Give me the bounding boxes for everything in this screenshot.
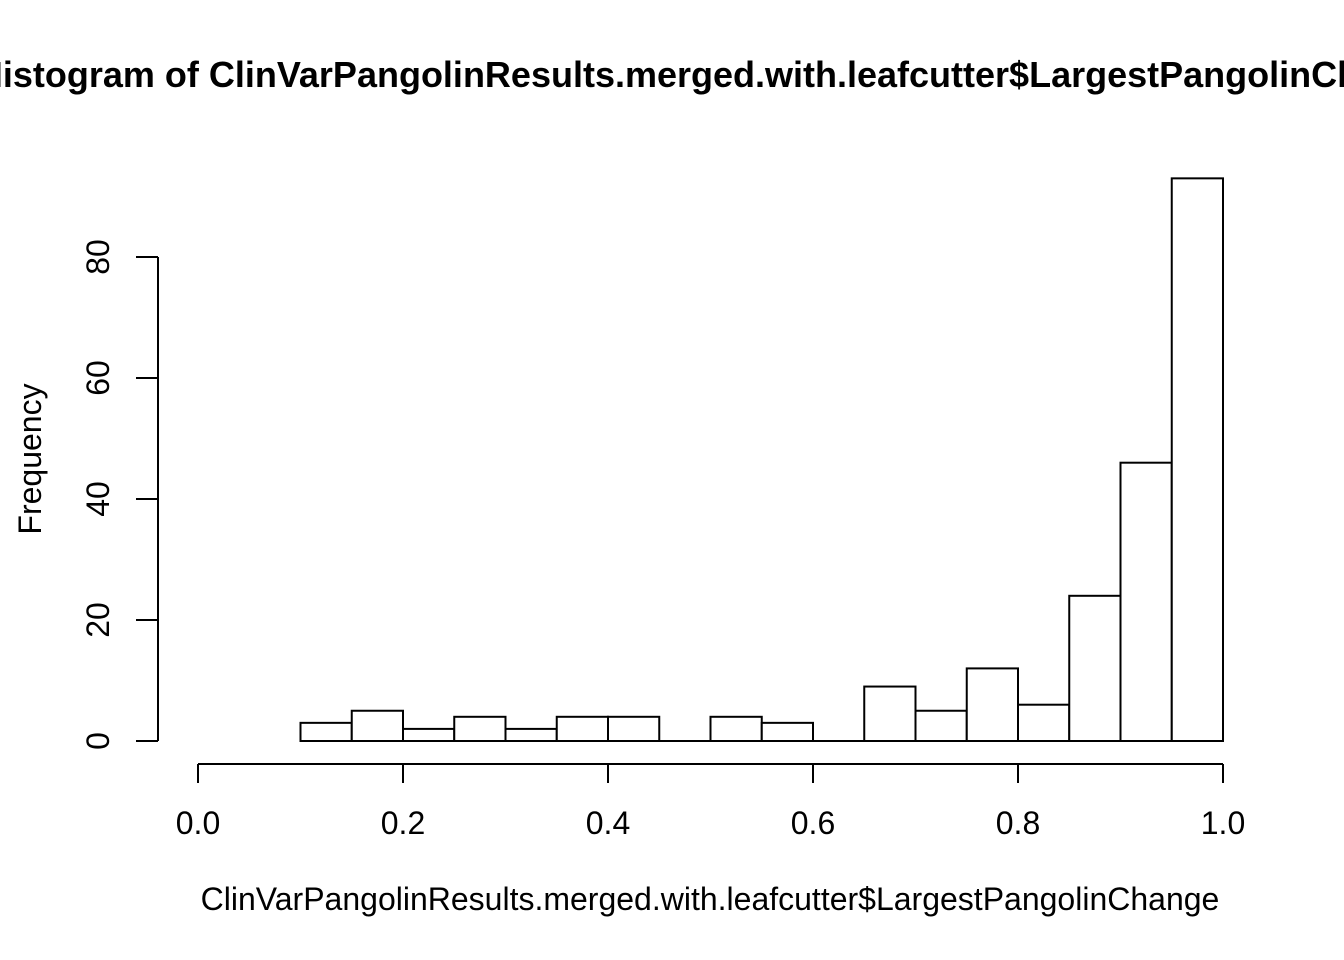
y-axis-label: Frequency: [12, 383, 48, 535]
histogram-bar: [863, 685, 917, 742]
histogram-bar: [555, 715, 609, 742]
x-axis: 0.0 0.2 0.4 0.6 0.8 1.0: [176, 763, 1245, 841]
histogram-bar: [965, 667, 1019, 743]
histogram-bar: [350, 709, 404, 742]
histogram-bar: [402, 727, 456, 743]
y-tick-label: 80: [80, 239, 116, 275]
x-tick-label: 0.4: [586, 805, 630, 841]
histogram-bars: [299, 177, 1224, 743]
x-axis-label: ClinVarPangolinResults.merged.with.leafc…: [200, 881, 1220, 917]
x-tick-label: 0.6: [791, 805, 835, 841]
y-tick-label: 0: [80, 732, 116, 750]
histogram-bar: [1017, 703, 1071, 743]
x-tick-label: 0.8: [996, 805, 1040, 841]
histogram-bar: [299, 721, 353, 742]
histogram-bar: [607, 715, 661, 742]
histogram-bar: [1068, 594, 1122, 742]
histogram-bar: [1119, 461, 1173, 742]
x-tick-label: 0.0: [176, 805, 220, 841]
y-tick-label: 40: [80, 481, 116, 517]
histogram-bar: [504, 727, 558, 743]
histogram-bar: [1170, 177, 1224, 743]
histogram-bar: [709, 715, 763, 742]
y-tick-label: 20: [80, 602, 116, 638]
x-tick-label: 1.0: [1201, 805, 1245, 841]
chart-title: Histogram of ClinVarPangolinResults.merg…: [0, 54, 1344, 95]
y-axis: 0 20 40 60 80: [80, 239, 159, 750]
x-tick-label: 0.2: [381, 805, 425, 841]
histogram-bar: [914, 709, 968, 742]
y-tick-label: 60: [80, 360, 116, 396]
histogram-bar: [760, 721, 814, 742]
histogram-bar: [453, 715, 507, 742]
